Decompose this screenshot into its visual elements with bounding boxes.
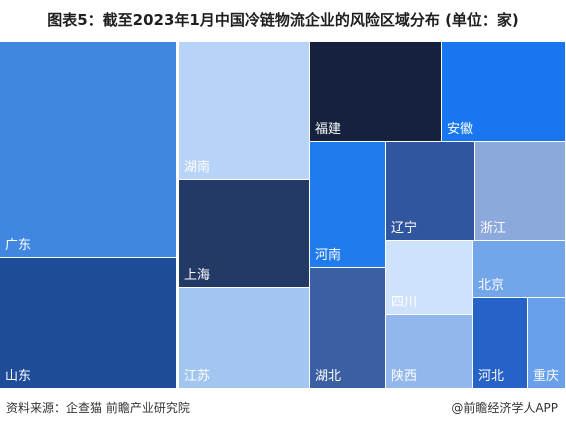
- treemap-label-5: 福建: [315, 122, 341, 137]
- treemap-label-6: 安徽: [447, 122, 473, 137]
- treemap-label-13: 北京: [478, 278, 504, 293]
- treemap-label-10: 湖北: [315, 369, 341, 384]
- footer: 资料来源：企查猫 前瞻产业研究院 @前瞻经济学人APP: [0, 396, 566, 420]
- treemap-label-12: 陕西: [391, 369, 417, 384]
- treemap-cell-4: [179, 288, 309, 388]
- treemap-cell-10: [310, 268, 385, 388]
- brand-note: @前瞻经济学人APP: [451, 401, 558, 415]
- treemap-cell-0: [0, 42, 176, 257]
- treemap-label-8: 辽宁: [391, 220, 417, 236]
- treemap-cell-13: [473, 241, 565, 297]
- treemap-cell-3: [179, 180, 309, 287]
- treemap-cell-15: [528, 298, 565, 388]
- treemap-label-2: 湖南: [184, 159, 210, 175]
- treemap-label-0: 广东: [5, 238, 31, 253]
- treemap-label-15: 重庆: [533, 368, 559, 384]
- treemap-label-1: 山东: [5, 369, 31, 384]
- treemap-label-4: 江苏: [184, 368, 210, 384]
- treemap-cell-6: [442, 42, 565, 141]
- treemap-cell-7: [310, 142, 385, 267]
- treemap-cell-14: [473, 298, 527, 388]
- treemap-cell-1: [0, 258, 176, 388]
- treemap-cell-2: [179, 42, 309, 179]
- treemap-cell-12: [386, 315, 472, 388]
- treemap-label-3: 上海: [184, 268, 210, 283]
- treemap-label-11: 四川: [391, 295, 417, 310]
- treemap-cell-9: [475, 142, 565, 240]
- treemap-label-9: 浙江: [480, 221, 506, 236]
- treemap-label-7: 河南: [315, 247, 341, 263]
- source-note: 资料来源：企查猫 前瞻产业研究院: [6, 401, 190, 415]
- treemap-label-14: 河北: [478, 369, 504, 384]
- treemap-cell-11: [386, 241, 472, 314]
- treemap-cell-5: [310, 42, 441, 141]
- chart-title: 图表5：截至2023年1月中国冷链物流企业的风险区域分布 (单位：家): [47, 11, 519, 29]
- treemap-cell-8: [386, 142, 474, 240]
